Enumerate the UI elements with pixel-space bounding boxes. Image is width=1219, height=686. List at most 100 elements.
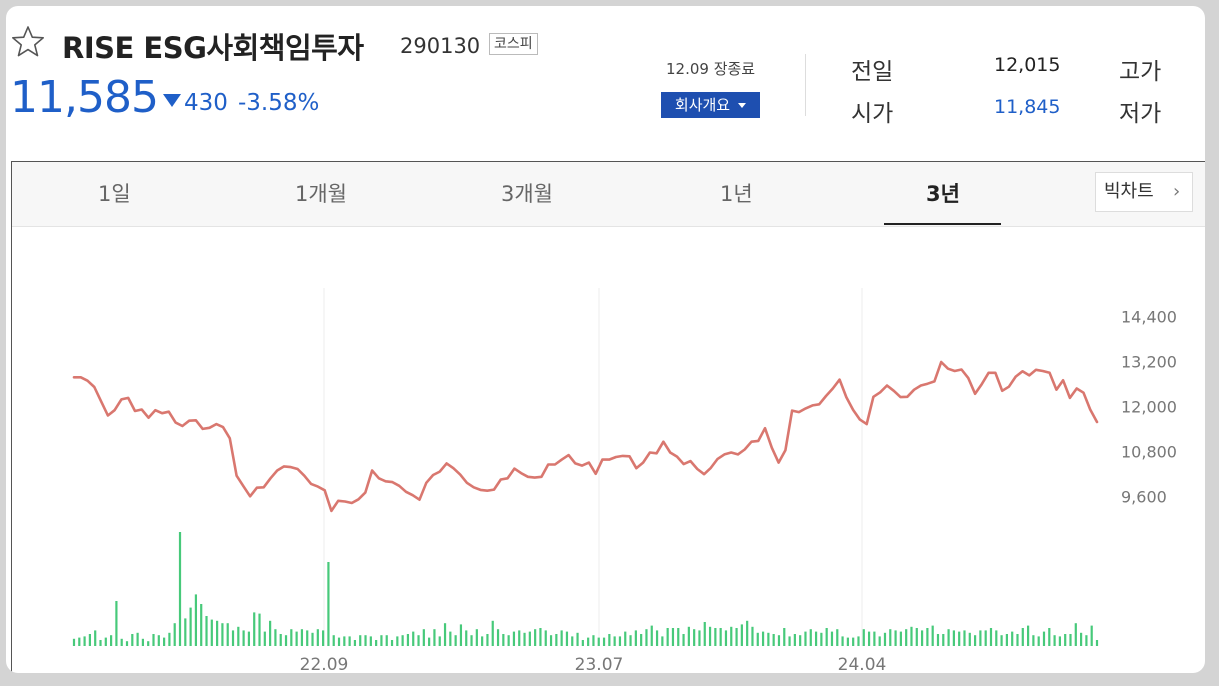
volume-bar [279, 634, 282, 646]
tab-3y[interactable]: 3년 [926, 182, 960, 206]
volume-bar [449, 631, 452, 646]
stock-name: RISE ESG사회책임투자 [62, 31, 364, 65]
volume-bar [390, 640, 394, 646]
open-value: 11,845 [994, 96, 1061, 118]
low-label: 저가 [1119, 101, 1162, 127]
volume-bar [783, 628, 786, 646]
volume-bar [655, 630, 659, 646]
volume-bar [332, 635, 335, 646]
volume-bar [958, 631, 961, 646]
volume-bar [157, 635, 160, 646]
volume-bar [428, 637, 431, 646]
big-chart-button[interactable]: 빅차트 › [1095, 172, 1193, 212]
volume-bar [274, 629, 277, 646]
volume-bar [830, 631, 834, 646]
volume-bar [507, 635, 510, 646]
volume-bar [210, 619, 213, 646]
volume-bar [894, 630, 897, 646]
volume-bar [1048, 628, 1051, 646]
volume-bar [322, 630, 325, 646]
volume-bar [560, 630, 563, 646]
down-arrow-icon [163, 94, 181, 107]
price-chart: 14,400 13,200 12,000 10,800 9,600 22.09 23.07 2… [11, 226, 1205, 673]
volume-bar [216, 620, 219, 646]
chart-svg: 14,400 13,200 12,000 10,800 9,600 22.09 23.07 2… [72, 288, 1177, 673]
volume-bar [380, 635, 383, 646]
tab-1y[interactable]: 1년 [720, 182, 753, 206]
market-badge: 코스피 [489, 33, 538, 55]
volume-bar [640, 634, 643, 646]
volume-bar [761, 631, 765, 646]
stock-code: 290130 [400, 34, 481, 58]
volume-bar [746, 620, 749, 646]
volume-bar [72, 638, 76, 646]
volume-bar [290, 629, 293, 646]
volume-bar [634, 630, 637, 646]
volume-bar [618, 636, 622, 646]
volume-bar [205, 616, 208, 646]
volume-bar [1064, 634, 1067, 646]
volume-bar [152, 634, 155, 646]
volume-bar [173, 623, 176, 646]
volume-bar [417, 635, 420, 646]
volume-bar [110, 635, 113, 646]
volume-bar [963, 630, 966, 646]
volume-bar [528, 631, 531, 646]
volume-bar [88, 634, 92, 646]
volume-bar [714, 628, 717, 646]
y-tick-label: 9,600 [1121, 487, 1167, 506]
active-tab-indicator [884, 223, 1001, 225]
tab-1m[interactable]: 1개월 [295, 182, 348, 206]
volume-bar [316, 629, 319, 646]
volume-bar [952, 630, 955, 646]
volume-bar [777, 635, 781, 646]
volume-bar [740, 624, 743, 646]
volume-bar [1016, 634, 1019, 646]
volume-bar [481, 636, 484, 646]
volume-bar [973, 635, 977, 646]
volume-bar [136, 632, 139, 646]
volume-bar [857, 636, 860, 646]
volume-bar [221, 623, 224, 646]
volume-bar [984, 630, 987, 646]
volume-bar [751, 626, 754, 646]
volume-bar [359, 635, 362, 646]
volume-bar [284, 635, 288, 646]
volume-bar [602, 637, 606, 646]
stock-quote-panel: RISE ESG사회책임투자 290130 코스피 11,585 430 -3.… [6, 6, 1205, 673]
volume-bar [756, 632, 759, 646]
volume-bar [650, 625, 653, 646]
volume-bar [576, 632, 579, 646]
volume-bar [804, 631, 807, 646]
volume-bar [470, 635, 473, 646]
volume-bar [910, 626, 913, 646]
volume-bar [571, 636, 574, 646]
volume-bar [131, 634, 134, 646]
volume-bar [1000, 635, 1003, 646]
volume-bar [549, 635, 553, 646]
x-tick-label: 23.07 [575, 655, 624, 673]
volume-bar [1053, 635, 1056, 646]
volume-bar [809, 629, 812, 646]
volume-bar [581, 640, 584, 646]
volume-bar [1079, 632, 1083, 646]
volume-bar [263, 631, 266, 646]
volume-bar [889, 629, 892, 646]
volume-bar [867, 631, 871, 646]
volume-bar [343, 636, 346, 646]
current-price: 11,585 [10, 72, 159, 123]
volume-bar [799, 635, 802, 646]
volume-bar [873, 631, 876, 646]
volume-bar [942, 634, 945, 646]
volume-bar [1042, 631, 1046, 646]
volume-bar [237, 626, 240, 646]
tab-3m[interactable]: 3개월 [501, 182, 554, 206]
company-info-button[interactable]: 회사개요 [661, 92, 760, 118]
star-outline-icon[interactable] [10, 24, 46, 60]
volume-bar [539, 628, 542, 646]
big-chart-label: 빅차트 [1104, 181, 1154, 202]
volume-bar [433, 629, 436, 646]
volume-bar [94, 630, 97, 646]
tab-1d[interactable]: 1일 [98, 182, 131, 206]
volume-bar [698, 630, 701, 646]
